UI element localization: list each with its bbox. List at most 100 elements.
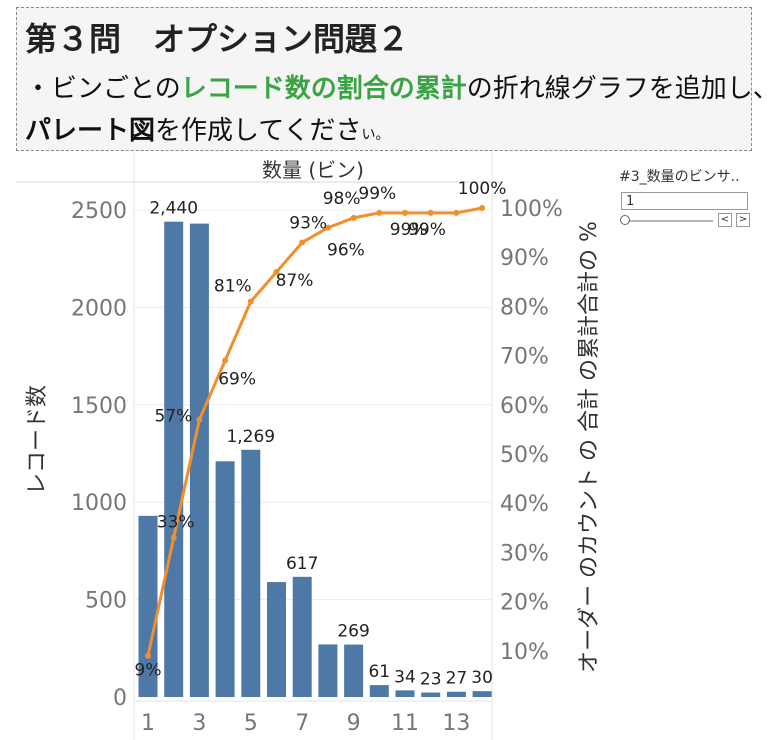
line-label-group: 9%33%57%69%81% 87%93%96%98%99%99%99%100% (135, 179, 507, 681)
y2-tick-label: 80% (500, 295, 549, 320)
bar (292, 576, 312, 697)
bar-data-label: 617 (286, 554, 318, 574)
line-point (145, 652, 151, 659)
bar-data-label: 23 (420, 670, 442, 690)
line-point (247, 298, 254, 305)
instruction-tail: い。 (361, 127, 390, 143)
gridlines (134, 209, 492, 601)
x-axis-ticks: 1 3 5 7 9 11 13 (141, 711, 470, 736)
line-data-label: 69% (218, 370, 256, 390)
bar (215, 461, 235, 697)
y2-axis-ticks: 10% 20% 30% 40% 50% 60% 70% 80% 90% 100% (500, 197, 563, 665)
instruction-line-2: パレート図を作成してください。 (25, 110, 389, 147)
y2-tick-label: 70% (500, 345, 549, 370)
bar (472, 691, 492, 697)
x-tick-label: 3 (192, 711, 206, 736)
y2-tick-label: 40% (500, 492, 549, 517)
x-tick-label: 13 (442, 711, 470, 736)
instruction-bold: パレート図 (25, 116, 156, 146)
bar-data-label: 30 (471, 668, 493, 688)
line-point (222, 357, 229, 364)
chart-title: 数量 (ビン) (262, 158, 364, 182)
y2-tick-label: 50% (500, 443, 549, 468)
bar (344, 644, 364, 697)
line-point (299, 239, 306, 246)
x-tick-label: 5 (244, 711, 258, 736)
y2-tick-label: 10% (500, 640, 549, 665)
line-point (324, 224, 331, 231)
bar (164, 221, 184, 698)
line-point (402, 209, 408, 216)
line-point (196, 416, 203, 423)
line-data-label: 96% (327, 241, 365, 261)
bar-data-label: 269 (337, 622, 369, 642)
y-tick-label: 1000 (71, 491, 127, 516)
bar-data-label: 61 (368, 662, 390, 682)
y-tick-label: 2500 (71, 199, 127, 224)
bar (138, 515, 158, 697)
bar-series (138, 221, 492, 698)
bin-size-input[interactable] (621, 192, 748, 210)
y-axis-ticks: 0 500 1000 1500 2000 2500 (71, 199, 127, 711)
bar-data-label: 34 (394, 667, 416, 687)
bar (241, 449, 261, 697)
y2-tick-label: 90% (500, 246, 549, 271)
y2-tick-label: 30% (500, 541, 549, 566)
y2-tick-label: 60% (500, 394, 549, 419)
instruction-line-1: ・ビンごとのレコード数の割合の累計の折れ線グラフを追加し、 (25, 68, 777, 105)
line-point (350, 214, 357, 221)
line-data-label: 99% (408, 220, 446, 240)
cumulative-line (146, 206, 483, 657)
line-data-label: 93% (289, 213, 327, 233)
bar (369, 685, 389, 697)
line-point (453, 209, 460, 216)
line-data-label: 81% (214, 276, 252, 296)
bar-data-label: 1,269 (226, 427, 275, 447)
line-point (170, 534, 177, 541)
y-tick-label: 1500 (71, 394, 127, 419)
line-data-label: 33% (157, 513, 195, 533)
x-tick-label: 9 (347, 711, 361, 736)
instruction-highlight: レコード数の割合の累計 (180, 74, 467, 104)
y-axis-label: レコード数 (25, 385, 50, 495)
bar (267, 582, 286, 697)
y2-axis-label: オーダー のカウント の 合計 の累計合計の % (577, 221, 602, 673)
bar-data-label: 2,440 (149, 199, 198, 219)
line-data-label: 99% (358, 184, 396, 204)
line-point (273, 268, 280, 275)
prev-button[interactable]: < (718, 213, 732, 227)
line-point (479, 205, 486, 211)
line-data-label: 87% (276, 271, 314, 291)
line-series (145, 205, 486, 659)
x-tick-label: 7 (295, 711, 309, 736)
instruction-text: を作成してくださ (155, 116, 362, 146)
line-data-label: 57% (155, 407, 193, 427)
bar-data-label: 27 (446, 669, 468, 689)
y-tick-label: 2000 (71, 296, 127, 321)
instruction-text: の折れ線グラフを追加し、 (466, 74, 777, 104)
bin-size-slider[interactable] (627, 220, 713, 222)
line-data-label: 98% (323, 189, 361, 209)
bar-label-group: 2,440 1,269 617 269 61 34 23 27 30 (149, 199, 493, 690)
line-point (427, 209, 434, 216)
bar (446, 691, 466, 697)
line-point (376, 209, 383, 216)
page-title: 第３問 オプション問題２ (25, 20, 410, 58)
bar (395, 690, 415, 697)
bar (189, 223, 209, 698)
parameter-title: #3_数量のビンサ.. (619, 169, 740, 185)
y-tick-label: 500 (85, 589, 127, 614)
bar (318, 644, 338, 697)
y-tick-label: 0 (113, 686, 127, 711)
x-tick-label: 11 (391, 711, 419, 736)
y2-tick-label: 20% (500, 591, 549, 616)
line-data-label: 100% (458, 179, 507, 199)
next-button[interactable]: > (736, 213, 750, 227)
header-box: 第３問 オプション問題２ ・ビンごとのレコード数の割合の累計の折れ線グラフを追加… (16, 7, 777, 151)
line-data-label: 99% (390, 220, 428, 240)
bar (421, 692, 441, 697)
slider-handle[interactable] (620, 215, 630, 225)
x-tick-label: 1 (141, 711, 155, 736)
instruction-text: ・ビンごとの (25, 74, 181, 104)
